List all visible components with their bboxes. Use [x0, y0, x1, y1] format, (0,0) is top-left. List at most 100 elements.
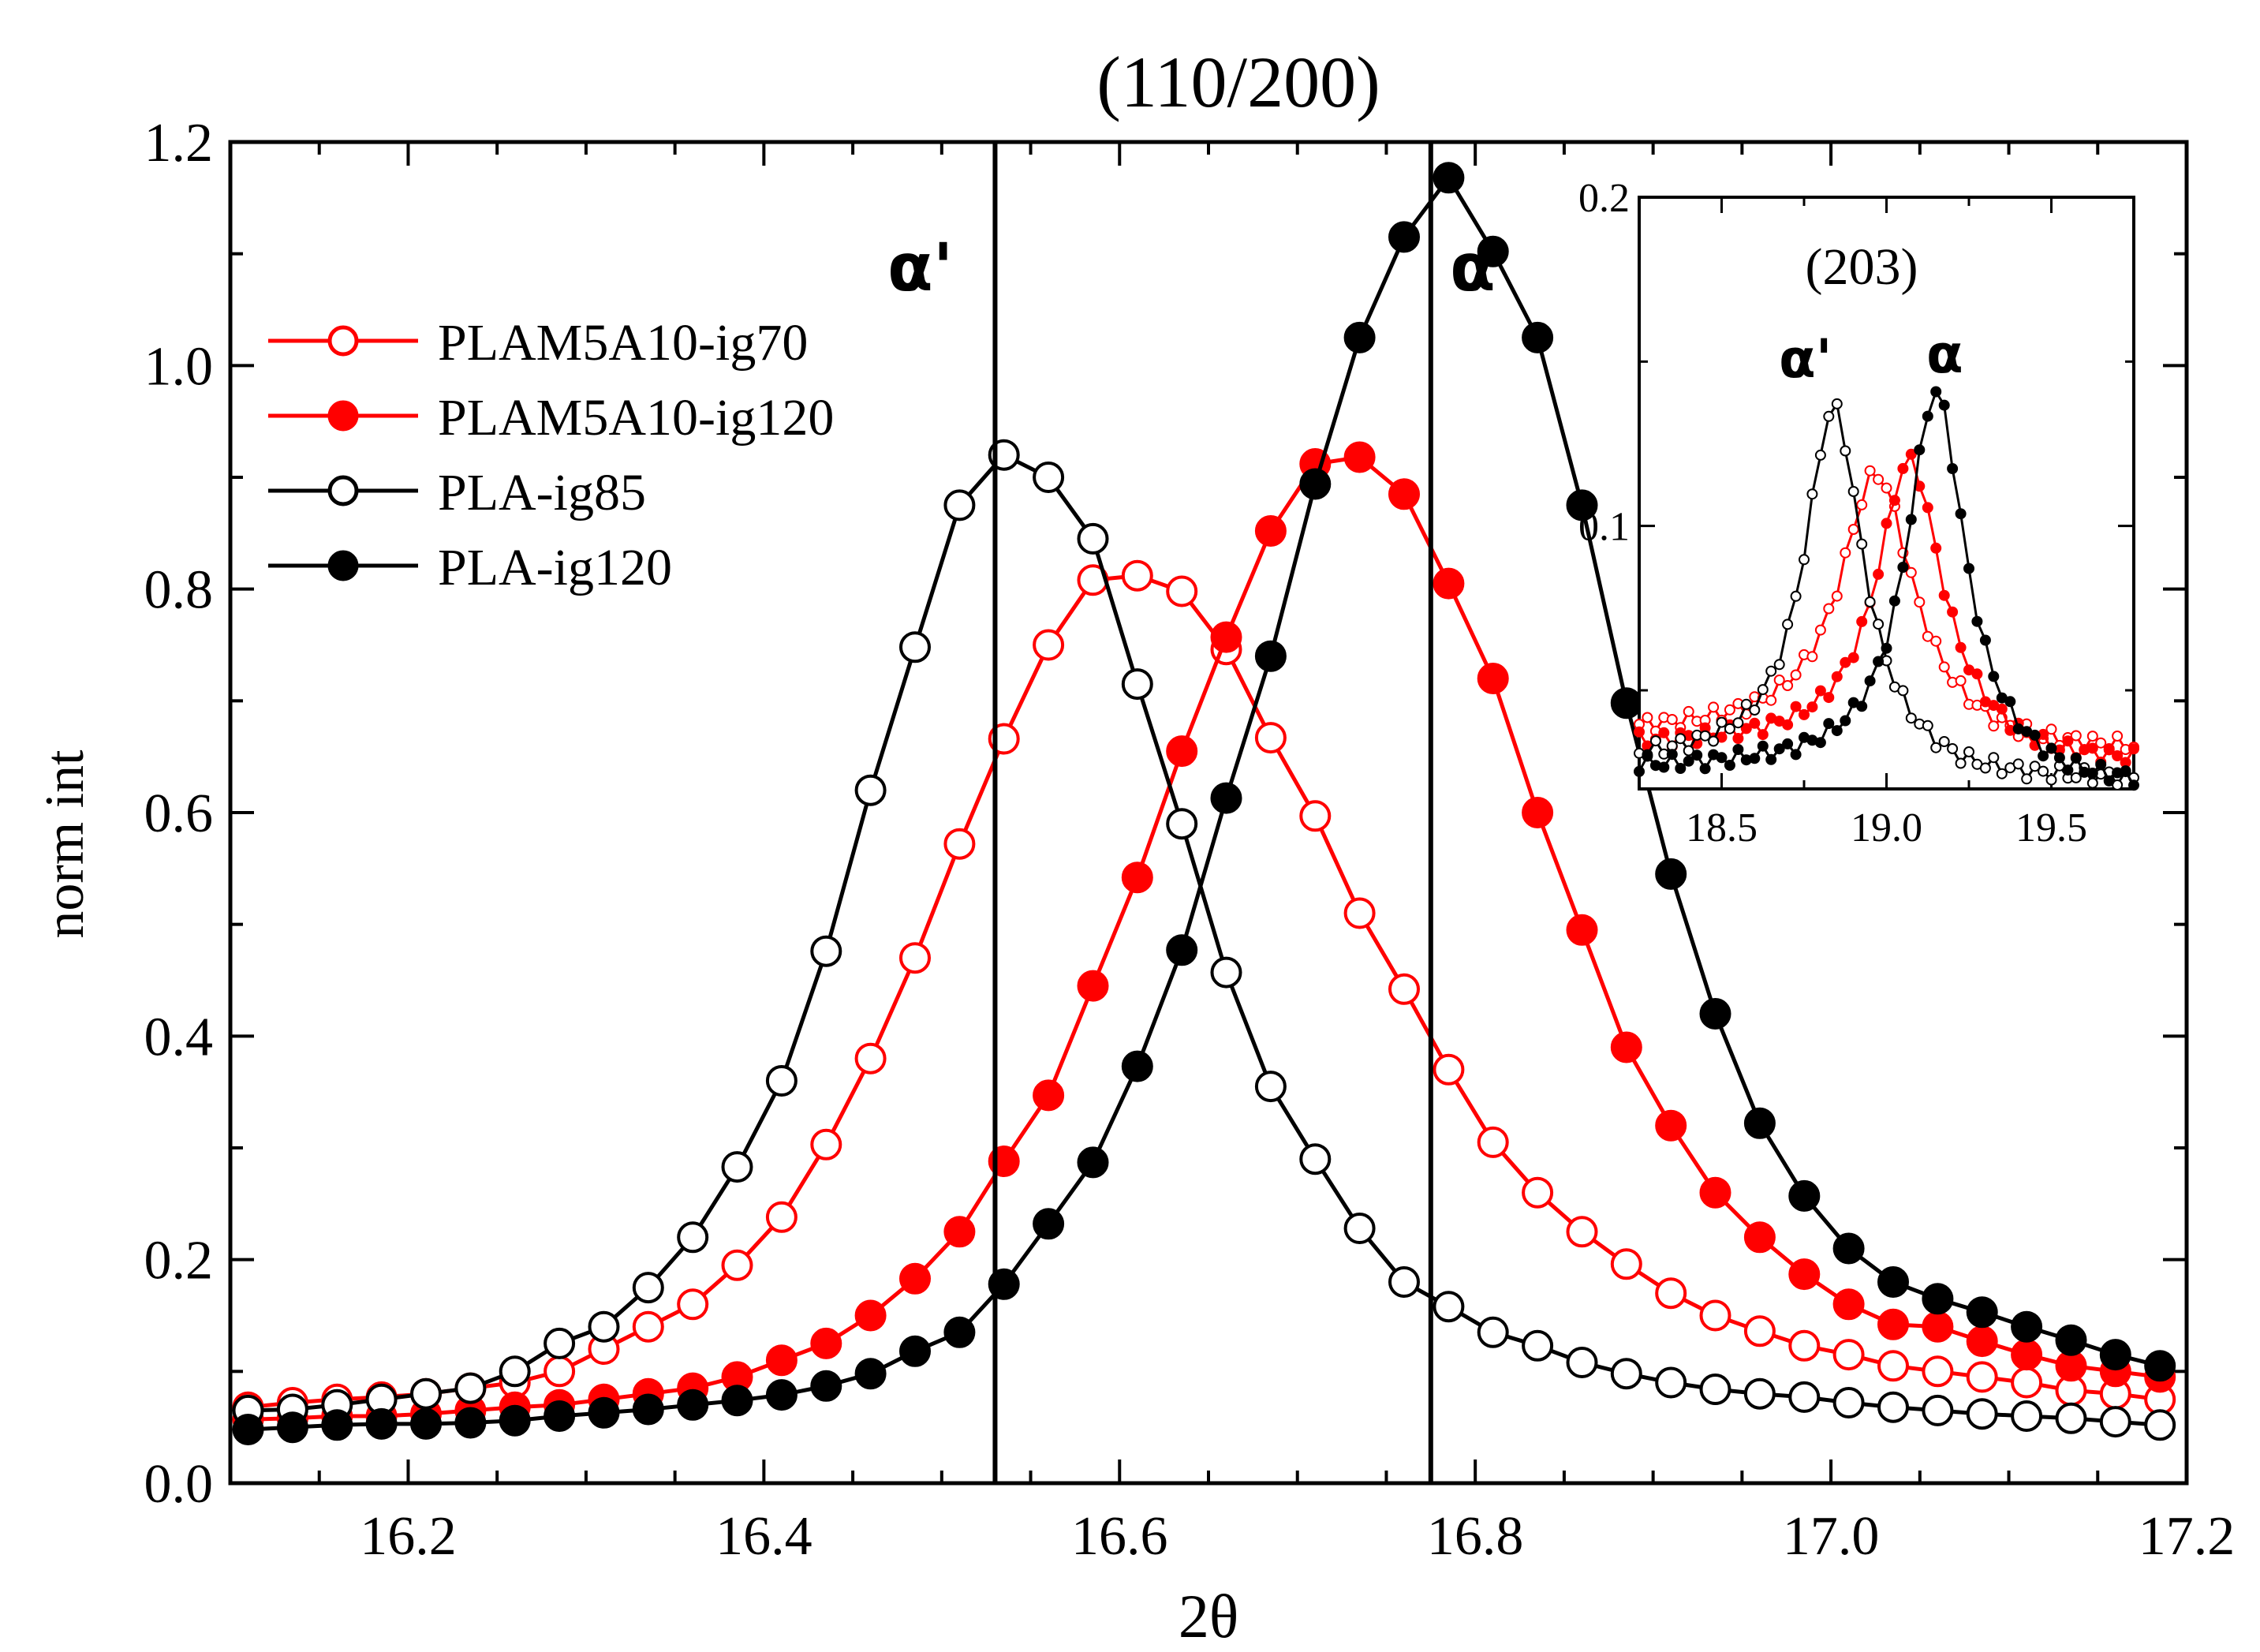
data-point [1566, 914, 1598, 946]
legend-entry-pla-ig85: PLA-ig85 [268, 464, 646, 521]
inset-data-point [1922, 410, 1933, 422]
inset-data-point [2086, 731, 2098, 742]
data-point [499, 1355, 531, 1388]
inset-data-point [1922, 502, 1933, 514]
data-point [677, 1389, 709, 1421]
data-point [1433, 567, 1465, 600]
inset-data-point [2045, 774, 2057, 786]
data-point [899, 1262, 931, 1295]
legend-entry-plam5a10-ig120: PLAM5A10-ig120 [268, 389, 834, 447]
inset-data-point [1749, 705, 1761, 716]
data-point [1699, 1299, 1731, 1332]
data-point [1343, 1213, 1376, 1244]
inset-data-point [1716, 716, 1728, 728]
inset-data-point [2045, 723, 2057, 735]
inset-x-tick-label: 19.0 [1851, 805, 1922, 850]
y-tick-label: 1.2 [144, 113, 214, 174]
inset-data-point [1799, 708, 1810, 720]
inset-data-point [1938, 661, 1950, 673]
inset-data-point [1996, 768, 2008, 779]
inset-data-point [1683, 755, 1694, 767]
inset-data-point [1814, 624, 1826, 636]
inset-data-point [1757, 740, 1769, 752]
inset-data-point [1947, 606, 1959, 618]
legend: PLAM5A10-ig70 PLAM5A10-ig120 PLA-ig85 PL… [268, 314, 834, 596]
inset-data-point [2128, 779, 2139, 791]
inset-data-point [1930, 542, 1942, 554]
inset-data-point [1724, 760, 1735, 771]
inset-data-point [1905, 566, 1917, 578]
data-point [1877, 1266, 1909, 1298]
data-point [2055, 1402, 2087, 1434]
data-point [1254, 1071, 1287, 1103]
inset-data-point [1724, 704, 1735, 716]
inset-data-point [1782, 680, 1794, 691]
data-point [1832, 1232, 1865, 1265]
inset-data-point [1806, 701, 1818, 713]
inset-data-point [2070, 730, 2082, 742]
data-point [1433, 162, 1465, 194]
data-point [1121, 559, 1153, 592]
inset-data-point [1873, 568, 1885, 580]
data-point [365, 1407, 398, 1440]
data-point [1832, 1288, 1865, 1321]
legend-label: PLAM5A10-ig120 [438, 389, 834, 447]
inset-data-point [1675, 733, 1687, 745]
x-axis-label: 2θ [1179, 1582, 1238, 1650]
data-point [1388, 973, 1420, 1005]
inset-data-point [1790, 669, 1802, 681]
inset-data-point [1873, 619, 1885, 630]
inset-data-point [1905, 712, 1917, 724]
data-point [1343, 897, 1376, 929]
data-point [1522, 1176, 1554, 1209]
data-point [1699, 1374, 1731, 1405]
inset-data-point [1773, 675, 1785, 686]
inset-data-point [1782, 719, 1794, 731]
data-point [588, 1396, 620, 1429]
inset-data-point [1881, 642, 1892, 654]
inset-data-point [1873, 656, 1885, 667]
data-point [1477, 1316, 1509, 1348]
inset-data-point [1979, 634, 1991, 646]
data-point [1610, 1031, 1642, 1063]
data-point [632, 1272, 664, 1304]
inset-y-tick-label: 0.2 [1578, 176, 1630, 221]
data-point [410, 1377, 442, 1410]
data-point [1299, 800, 1332, 832]
inset-data-point [1840, 547, 1851, 559]
x-tick-label: 17.2 [2139, 1506, 2236, 1567]
data-point [1166, 808, 1198, 840]
inset-data-point [1732, 717, 1744, 729]
data-point [1121, 668, 1153, 701]
data-point [1210, 621, 1242, 653]
data-point [321, 1409, 353, 1441]
inset-data-point [2086, 742, 2098, 754]
inset-data-point [1955, 757, 1967, 769]
data-point [2144, 1350, 2176, 1382]
data-point [1922, 1310, 1954, 1343]
data-point [1566, 1216, 1598, 1248]
inset-data-point [1790, 590, 1802, 602]
inset-data-point [1658, 761, 1670, 773]
inset-data-point [1864, 465, 1876, 477]
inset-data-point [1649, 735, 1661, 747]
data-point [1788, 1258, 1821, 1291]
data-point [899, 631, 931, 663]
legend-label: PLA-ig120 [438, 539, 672, 596]
data-point [499, 1404, 531, 1437]
data-point [1388, 478, 1420, 510]
data-point [1522, 1329, 1554, 1362]
inset-data-point [1905, 514, 1917, 525]
data-point [1477, 1126, 1509, 1158]
inset-data-point [1930, 386, 1942, 398]
data-point [1254, 640, 1287, 672]
data-point [1788, 1381, 1821, 1413]
inset-data-point [2086, 768, 2098, 779]
data-point [1077, 1146, 1109, 1179]
data-point [1743, 1107, 1776, 1139]
data-point [1166, 575, 1198, 607]
inset-data-point [1971, 668, 1983, 680]
data-point [1966, 1325, 1998, 1358]
data-point [1877, 1308, 1909, 1340]
inset-data-point [1847, 652, 1859, 663]
